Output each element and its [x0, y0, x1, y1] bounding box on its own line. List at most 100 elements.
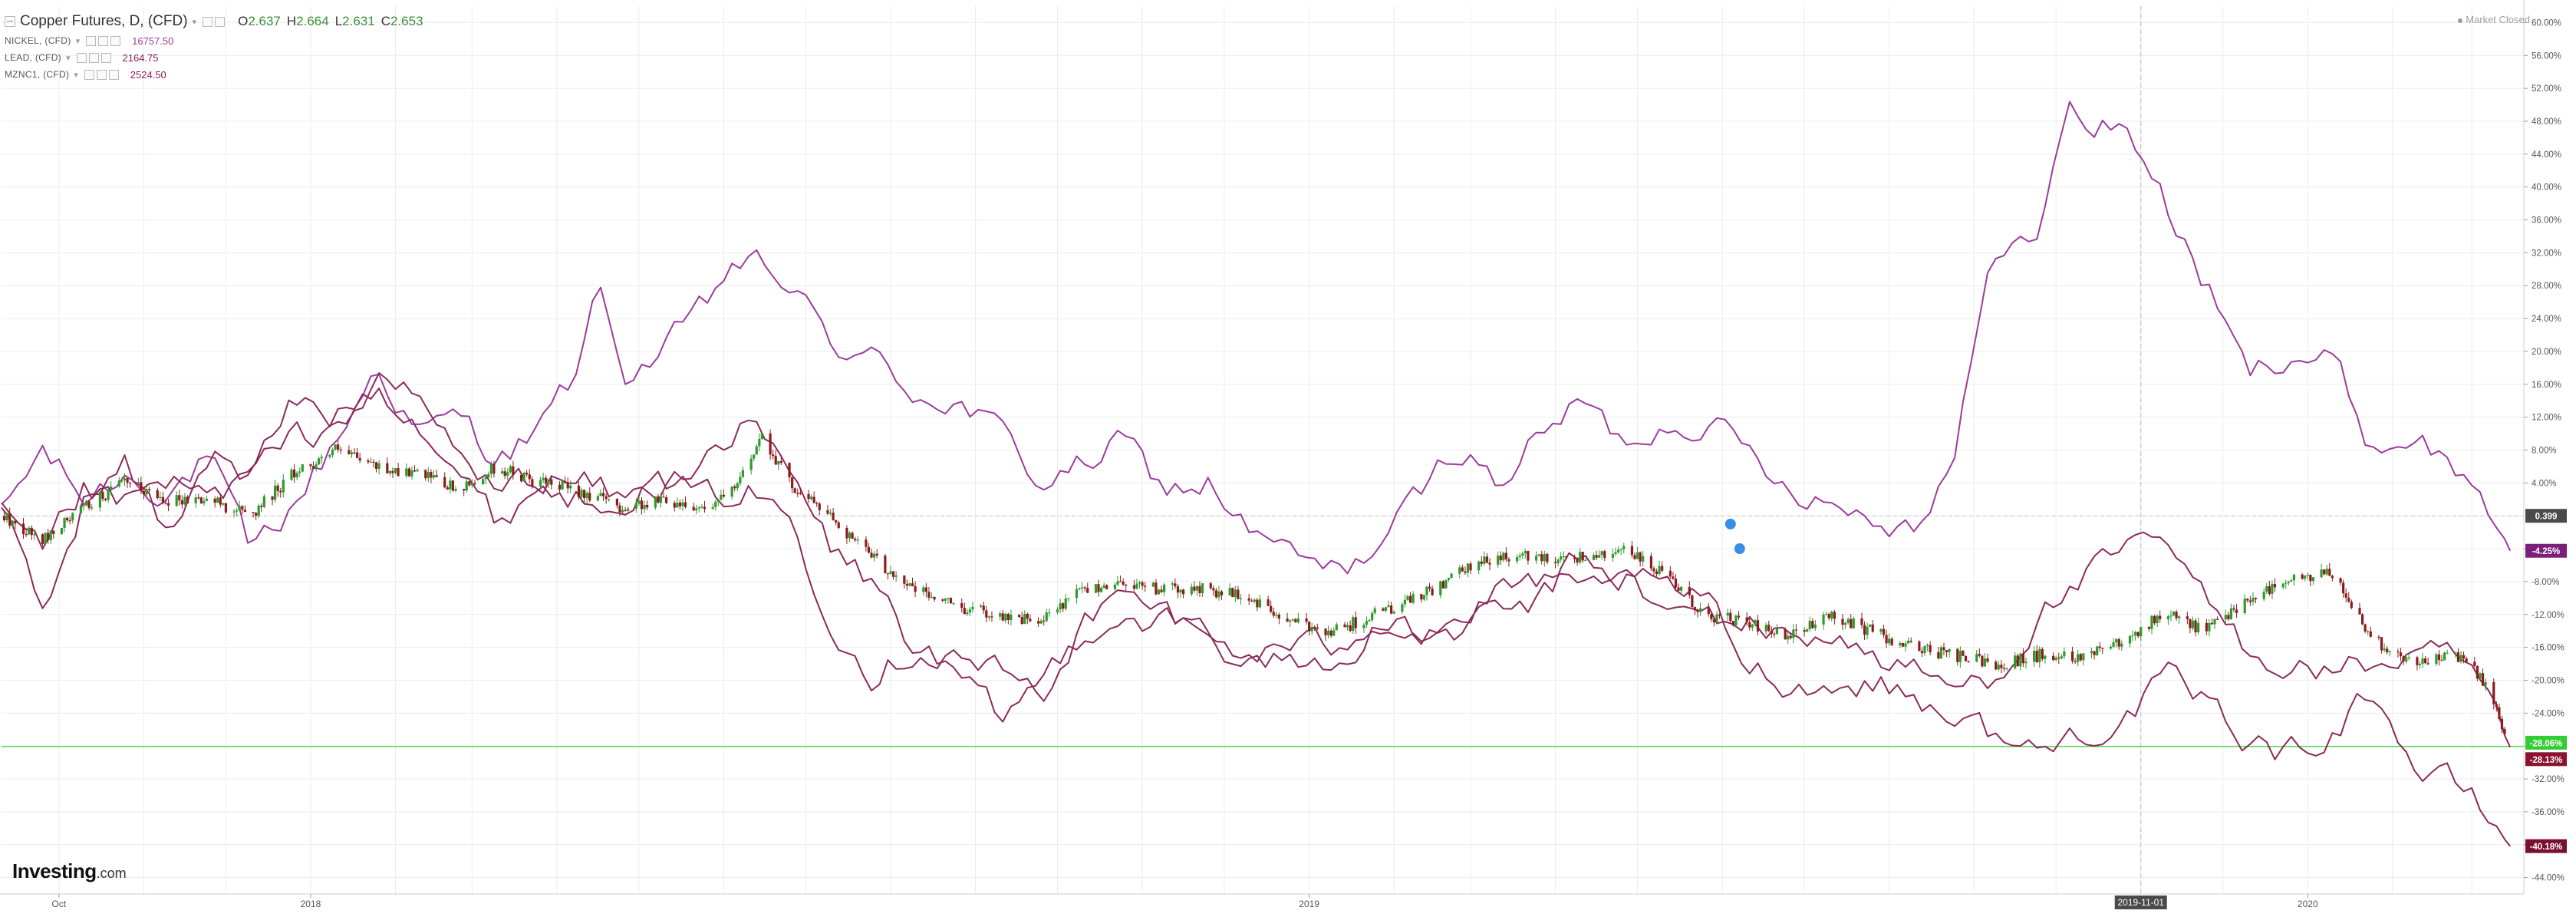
copper-candle-body: [1698, 608, 1702, 612]
legend-row-lead: LEAD, (CFD) ▾ 2164.75: [5, 49, 430, 66]
copper-candle-body: [2166, 616, 2169, 619]
copper-candle-body: [2323, 569, 2326, 575]
copper-candle-body: [2134, 632, 2137, 636]
copper-candle-body: [166, 503, 170, 506]
copper-candle-body: [1726, 612, 1729, 616]
copper-candle-body: [760, 433, 763, 440]
copper-candle-body: [1004, 613, 1007, 621]
copper-candle-body: [71, 513, 74, 521]
y-tick-label: -8.00%: [2532, 578, 2559, 587]
event-marker-icon[interactable]: [1734, 543, 1745, 555]
status-dot-icon: [2458, 18, 2463, 23]
copper-candle-body: [1518, 556, 1521, 557]
copper-candle-body: [865, 539, 868, 547]
collapse-icon[interactable]: [5, 16, 15, 27]
copper-candle-body: [454, 489, 457, 491]
copper-candle-body: [1652, 568, 1655, 572]
settings-icon[interactable]: [88, 52, 99, 63]
chevron-down-icon[interactable]: ▾: [74, 70, 78, 80]
copper-candle-body: [2044, 655, 2047, 659]
copper-candle-body: [276, 485, 279, 491]
copper-candle-body: [1899, 642, 1902, 646]
eye-icon[interactable]: [203, 16, 213, 27]
copper-candle-body: [252, 512, 255, 513]
copper-candle-body: [835, 520, 838, 523]
copper-candle-body: [147, 489, 151, 490]
copper-candle-body: [1387, 605, 1390, 608]
zinc-series-line: [1, 372, 2511, 847]
nickel-legend-name[interactable]: NICKEL, (CFD): [5, 35, 71, 46]
copper-candle-body: [2377, 636, 2380, 638]
y-tick-label: 20.00%: [2532, 348, 2561, 357]
settings-icon[interactable]: [98, 35, 109, 46]
zinc-legend-name[interactable]: MZNC1, (CFD): [5, 69, 70, 80]
copper-candle-body: [2077, 654, 2080, 662]
copper-candle-body: [1382, 608, 1385, 611]
copper-candle-body: [2360, 614, 2364, 625]
copper-candle-body: [68, 520, 71, 522]
copper-candle-body: [427, 472, 430, 479]
copper-candle-body: [1956, 648, 1959, 662]
copper-candle-body: [2418, 664, 2422, 665]
settings-icon[interactable]: [215, 16, 226, 27]
copper-candle-body: [2443, 652, 2446, 661]
copper-candle-body: [2033, 650, 2036, 662]
copper-candle-body: [506, 472, 509, 477]
eye-icon[interactable]: [76, 52, 87, 63]
copper-candle-body: [41, 534, 44, 545]
copper-candle-body: [1067, 598, 1070, 599]
eye-icon[interactable]: [86, 35, 97, 46]
main-symbol-title[interactable]: Copper Futures, D, (CFD): [20, 13, 188, 29]
copper-candle-body: [2309, 574, 2312, 582]
copper-candle-body: [1132, 585, 1135, 589]
copper-candle-body: [241, 506, 244, 510]
copper-candle-body: [1630, 546, 1634, 556]
copper-candle-body: [1975, 654, 1978, 662]
copper-candle-body: [624, 510, 627, 511]
copper-candle-body: [1852, 618, 1855, 628]
copper-candle-body: [1220, 591, 1224, 595]
copper-candle-body: [175, 495, 178, 506]
copper-candle-body: [2380, 637, 2383, 651]
low-value: 2.631: [342, 14, 375, 28]
copper-candle-body: [1688, 586, 1691, 595]
close-label: C: [380, 14, 390, 28]
copper-candle-body: [1833, 612, 1836, 619]
copper-candle-body: [1649, 556, 1652, 569]
close-icon[interactable]: [110, 35, 121, 46]
copper-candle-body: [405, 468, 408, 477]
copper-candle-body: [700, 506, 703, 508]
copper-candle-body: [960, 603, 964, 609]
y-tick-label: -16.00%: [2532, 644, 2564, 653]
lead-legend-name[interactable]: LEAD, (CFD): [5, 52, 61, 63]
copper-candle-body: [697, 507, 700, 509]
copper-candle-body: [2090, 651, 2093, 654]
copper-candle-body: [219, 497, 222, 505]
close-icon[interactable]: [100, 52, 111, 63]
settings-icon[interactable]: [96, 69, 107, 80]
copper-candle-body: [1141, 582, 1144, 586]
copper-candle-body: [1272, 612, 1275, 616]
chevron-down-icon[interactable]: ▾: [75, 36, 81, 46]
copper-candle-body: [1677, 587, 1680, 591]
copper-candle-body: [1579, 552, 1582, 563]
chevron-down-icon[interactable]: ▾: [65, 53, 71, 63]
close-icon[interactable]: [108, 69, 119, 80]
eye-icon[interactable]: [84, 69, 94, 80]
copper-candle-body: [971, 606, 974, 610]
event-marker-icon[interactable]: [1724, 518, 1736, 529]
x-tick-label: Oct: [52, 899, 67, 909]
investing-logo[interactable]: Investing.com: [12, 859, 127, 883]
chevron-down-icon[interactable]: ▾: [192, 17, 197, 27]
copper-candle-body: [2235, 609, 2238, 613]
copper-candle-body: [213, 498, 216, 503]
copper-candle-body: [292, 469, 296, 478]
copper-candle-body: [117, 480, 120, 487]
copper-candle-body: [2281, 583, 2284, 588]
copper-candle-body: [33, 534, 36, 536]
copper-candle-body: [2186, 616, 2189, 619]
copper-candle-body: [809, 496, 813, 500]
zinc-legend-value: 2524.50: [130, 68, 166, 81]
